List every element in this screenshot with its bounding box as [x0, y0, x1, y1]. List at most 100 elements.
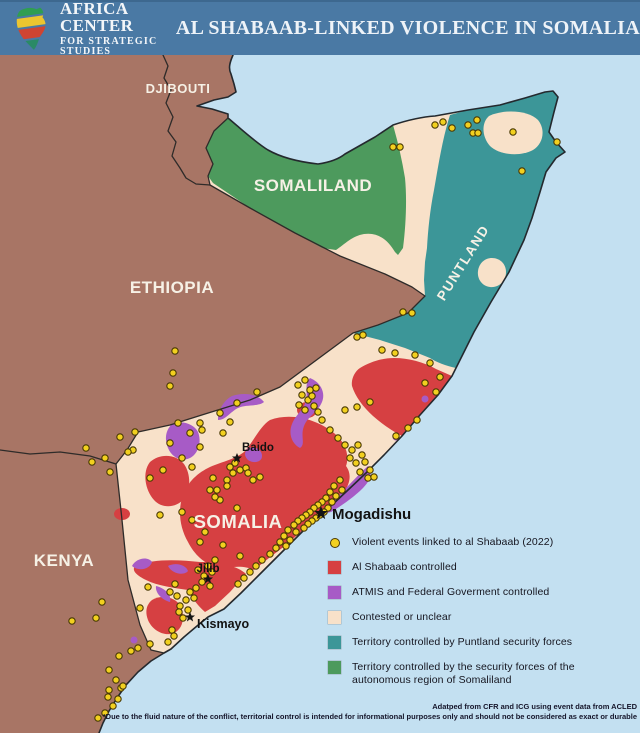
region-somaliland — [206, 118, 407, 255]
city-jilib: Jilib — [196, 563, 220, 584]
violent-event-dot — [159, 466, 167, 474]
kismayo-star-icon — [185, 612, 195, 622]
violent-event-dot — [518, 167, 526, 175]
violent-event-dot — [509, 128, 517, 136]
violent-event-dot — [474, 129, 482, 137]
somalia-map: Baido Mogadishu Jilib Kismayo DJIBOUTI E… — [0, 55, 640, 733]
violent-event-dot — [378, 346, 386, 354]
violent-event-dot — [211, 556, 219, 564]
violent-event-dot — [246, 568, 254, 576]
violent-event-dot — [196, 538, 204, 546]
violent-event-dot — [326, 426, 334, 434]
violent-event-dot — [389, 143, 397, 151]
violent-event-dot — [178, 508, 186, 516]
label-djibouti: DJIBOUTI — [146, 81, 211, 96]
violent-event-dot — [426, 359, 434, 367]
violent-event-dot — [188, 516, 196, 524]
violent-event-dot — [352, 459, 360, 467]
violent-event-dot — [171, 347, 179, 355]
violent-event-dot — [109, 702, 117, 710]
violent-event-dot — [301, 376, 309, 384]
kismayo-label: Kismayo — [197, 617, 249, 631]
violent-event-dot — [413, 416, 421, 424]
violent-event-dot — [280, 532, 288, 540]
violent-event-dot — [226, 418, 234, 426]
legend-label: Contested or unclear — [352, 611, 452, 623]
violent-event-dot — [298, 391, 306, 399]
violent-event-dot — [101, 454, 109, 462]
violent-event-dot — [115, 652, 123, 660]
violent-event-dot — [266, 550, 274, 558]
violent-event-dot — [301, 406, 309, 414]
violent-event-dot — [194, 566, 202, 574]
violent-event-dot — [234, 580, 242, 588]
violent-event-dot — [176, 602, 184, 610]
legend-label: Violent events linked to al Shabaab (202… — [352, 536, 554, 548]
puntland-swatch-icon — [328, 636, 341, 649]
violent-event-dot — [223, 476, 231, 484]
label-kenya: KENYA — [34, 551, 94, 570]
violent-event-dot — [448, 124, 456, 132]
violent-event-dot — [256, 473, 264, 481]
violent-event-dot — [346, 454, 354, 462]
violent-event-dot — [336, 476, 344, 484]
jilib-label: Jilib — [196, 563, 219, 575]
violent-event-dot — [168, 626, 176, 634]
violent-event-dot — [253, 388, 261, 396]
event-dots-layer — [68, 116, 561, 722]
contested-swatch-icon — [328, 611, 341, 624]
violent-event-dot — [341, 406, 349, 414]
legend-item-atmis: ATMIS and Federal Goverment controlled — [328, 586, 628, 599]
legend-item-somaliland: Territory controlled by the security for… — [328, 661, 628, 686]
violent-event-dot — [82, 444, 90, 452]
jilib-star-icon — [203, 574, 213, 584]
label-ethiopia: ETHIOPIA — [130, 278, 214, 297]
event-dot-icon — [328, 536, 341, 549]
violent-event-dot — [359, 331, 367, 339]
violent-event-dot — [436, 373, 444, 381]
violent-event-dot — [226, 463, 234, 471]
region-puntland — [353, 91, 565, 368]
violent-event-dot — [312, 384, 320, 392]
violent-event-dot — [112, 676, 120, 684]
violent-event-dot — [144, 583, 152, 591]
violent-event-dot — [364, 474, 372, 482]
violent-event-dot — [88, 458, 96, 466]
violent-event-dot — [184, 606, 192, 614]
violent-event-dot — [431, 121, 439, 129]
violent-event-dot — [290, 521, 298, 529]
violent-event-dot — [219, 541, 227, 549]
baido-star-icon — [232, 453, 242, 463]
label-somalia: SOMALIA — [194, 511, 283, 532]
violent-event-dot — [209, 474, 217, 482]
violent-event-dot — [68, 617, 76, 625]
footer-disclaimer: *Due to the fluid nature of the conflict… — [102, 711, 637, 721]
violent-event-dot — [216, 409, 224, 417]
violent-event-dot — [282, 542, 290, 550]
violent-event-dot — [272, 544, 280, 552]
mogadishu-star-icon — [314, 506, 328, 520]
violent-event-dot — [358, 451, 366, 459]
violent-event-dot — [233, 504, 241, 512]
violent-event-dot — [219, 429, 227, 437]
violent-event-dot — [328, 498, 336, 506]
violent-event-dot — [196, 443, 204, 451]
violent-event-dot — [353, 403, 361, 411]
africa-center-logo-icon — [14, 5, 49, 52]
legend-label: Territory controlled by Puntland securit… — [352, 636, 573, 648]
violent-event-dot — [136, 604, 144, 612]
violent-event-dot — [131, 428, 139, 436]
violent-event-dot — [179, 614, 187, 622]
page-title: AL SHABAAB-LINKED VIOLENCE IN SOMALIA — [175, 17, 640, 39]
violent-event-dot — [341, 441, 349, 449]
legend: Violent events linked to al Shabaab (202… — [328, 536, 628, 698]
violent-event-dot — [292, 528, 300, 536]
violent-event-dot — [206, 486, 214, 494]
city-baido: Baido — [232, 442, 274, 463]
violent-event-dot — [332, 492, 340, 500]
violent-event-dot — [196, 419, 204, 427]
violent-event-dot — [229, 469, 237, 477]
violent-event-dot — [198, 426, 206, 434]
violent-event-dot — [171, 580, 179, 588]
violent-event-dot — [399, 308, 407, 316]
